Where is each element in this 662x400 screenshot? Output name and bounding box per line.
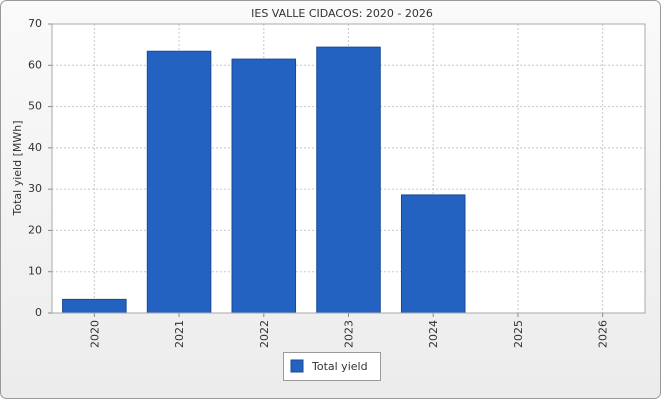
plot-border [51, 23, 646, 314]
x-tick-label: 2025 [512, 320, 525, 348]
bar [231, 58, 297, 314]
y-tick-label: 0 [35, 306, 42, 319]
x-tick-label: 2021 [173, 320, 186, 348]
chart-title: IES VALLE CIDACOS: 2020 - 2026 [251, 7, 433, 20]
x-tick-label: 2026 [597, 320, 610, 348]
x-tick-label: 2020 [88, 320, 101, 348]
legend-swatch [290, 359, 304, 373]
x-tick-label: 2024 [427, 320, 440, 348]
y-tick-label: 30 [28, 182, 42, 195]
y-tick-label: 10 [28, 265, 42, 278]
y-axis-label: Total yield [MWh] [11, 121, 24, 217]
legend-label: Total yield [311, 360, 368, 373]
x-tick-label: 2023 [343, 320, 356, 348]
bar [62, 298, 127, 314]
y-tick-label: 40 [28, 141, 42, 154]
bar [146, 50, 212, 314]
bar [316, 46, 381, 314]
y-tick-label: 50 [28, 100, 42, 113]
x-tick-label: 2022 [258, 320, 271, 348]
bar [400, 194, 466, 314]
y-tick-label: 60 [28, 58, 42, 71]
y-tick-label: 70 [28, 17, 42, 30]
y-tick-label: 20 [28, 223, 42, 236]
